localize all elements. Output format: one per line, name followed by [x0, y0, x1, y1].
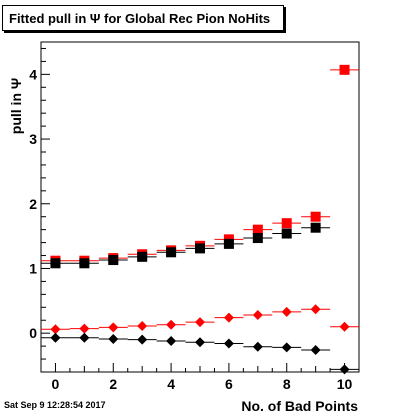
- plot-frame: [40, 41, 360, 373]
- diamond-marker: [137, 334, 148, 345]
- chart-title: Fitted pull in Ψ for Global Rec Pion NoH…: [9, 10, 271, 26]
- square-marker: [108, 255, 119, 266]
- diamond-marker: [166, 335, 177, 346]
- square-marker: [137, 251, 148, 262]
- square-marker: [223, 238, 234, 249]
- diamond-marker: [252, 310, 263, 321]
- diamond-marker: [137, 321, 148, 332]
- diamond-marker: [310, 345, 321, 355]
- y-tick-label: 3: [29, 131, 37, 147]
- square-marker: [252, 224, 263, 235]
- chart-title-box: Fitted pull in Ψ for Global Rec Pion NoH…: [2, 5, 284, 31]
- y-ticks: 0 1 2 3 4: [29, 47, 50, 373]
- y-tick-label: 4: [29, 66, 37, 82]
- diamond-marker: [79, 332, 90, 343]
- square-marker: [252, 233, 263, 244]
- square-marker: [310, 222, 321, 233]
- diamond-marker: [339, 321, 350, 332]
- x-tick-label: 6: [225, 376, 233, 392]
- diamond-marker: [223, 338, 234, 349]
- diamond-marker: [281, 342, 292, 353]
- square-marker: [310, 211, 321, 222]
- square-marker: [195, 243, 205, 254]
- diamond-marker: [166, 319, 177, 330]
- diamond-marker: [223, 312, 234, 323]
- x-tick-label: 8: [283, 376, 291, 392]
- diamond-marker: [310, 304, 321, 315]
- y-tick-label: 0: [29, 325, 37, 341]
- diamond-marker: [50, 332, 61, 343]
- x-tick-label: 0: [52, 376, 60, 392]
- diamond-marker: [195, 317, 205, 328]
- diamond-marker: [339, 364, 350, 375]
- x-axis-label: No. of Bad Points: [241, 398, 358, 414]
- x-ticks: 0 2 4 6 8 10: [40, 363, 360, 392]
- square-marker: [281, 218, 292, 229]
- diamond-marker: [252, 341, 263, 352]
- square-marker: [339, 64, 350, 75]
- diamond-marker: [108, 322, 119, 333]
- y-tick-label: 2: [29, 196, 37, 212]
- diamond-marker: [195, 337, 205, 348]
- data-points: [41, 64, 359, 375]
- diamond-marker: [281, 306, 292, 317]
- x-tick-label: 4: [167, 376, 175, 392]
- diamond-marker: [79, 323, 90, 334]
- y-tick-label: 1: [29, 260, 37, 276]
- x-tick-label: 10: [337, 376, 353, 392]
- x-tick-label: 2: [109, 376, 117, 392]
- square-marker: [166, 247, 177, 258]
- square-marker: [281, 228, 292, 239]
- timestamp: Sat Sep 9 12:28:54 2017: [4, 400, 106, 410]
- diamond-marker: [50, 324, 61, 335]
- y-axis-label: pull in Ψ: [8, 78, 24, 134]
- square-marker: [79, 258, 90, 269]
- diamond-marker: [108, 334, 119, 344]
- square-marker: [50, 258, 61, 269]
